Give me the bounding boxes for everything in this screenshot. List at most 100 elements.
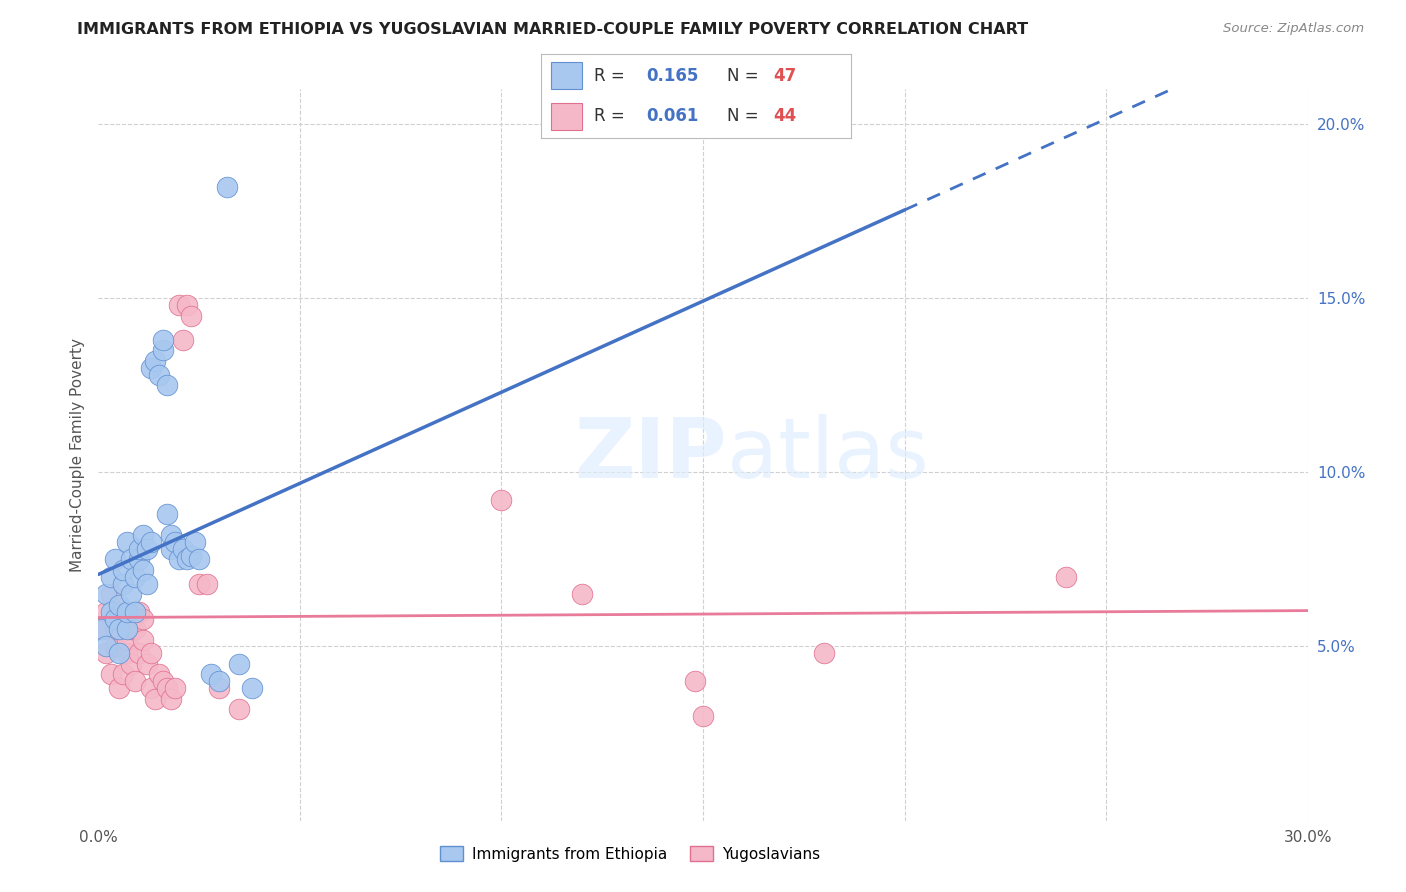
Point (172, 541, 194, 556)
Point (120, 657, 142, 671)
Point (167, 298, 190, 312)
Point (91, 622, 114, 636)
Point (195, 576, 218, 591)
Point (156, 378, 179, 392)
Point (111, 667, 134, 681)
Text: N =: N = (727, 107, 763, 125)
Legend: Immigrants from Ethiopia, Yugoslavians: Immigrants from Ethiopia, Yugoslavians (434, 839, 827, 868)
Point (115, 605, 138, 619)
Point (132, 612, 155, 626)
Point (107, 622, 129, 636)
Point (152, 343, 174, 358)
Point (128, 541, 150, 556)
Point (96, 587, 118, 601)
Point (107, 647, 129, 661)
Point (491, 493, 513, 508)
Point (208, 674, 231, 689)
Text: R =: R = (593, 67, 630, 85)
Point (111, 605, 134, 619)
Point (692, 709, 714, 723)
Text: 47: 47 (773, 67, 797, 85)
Point (143, 354, 166, 368)
Text: Source: ZipAtlas.com: Source: ZipAtlas.com (1223, 22, 1364, 36)
Point (156, 507, 179, 521)
Point (100, 667, 122, 681)
Point (124, 570, 146, 584)
Point (96, 647, 118, 661)
Point (135, 657, 157, 671)
Point (217, 179, 239, 194)
Point (163, 681, 186, 696)
Point (139, 681, 162, 696)
Text: ZIP: ZIP (575, 415, 727, 495)
Point (103, 640, 125, 654)
Point (100, 570, 122, 584)
Point (100, 587, 122, 601)
Text: 44: 44 (773, 107, 797, 125)
Point (96, 605, 118, 619)
Point (172, 333, 194, 347)
Point (208, 681, 231, 696)
Point (176, 552, 198, 566)
Point (167, 552, 190, 566)
Point (107, 681, 129, 696)
Point (132, 528, 155, 542)
Point (120, 587, 142, 601)
Point (240, 681, 263, 696)
Point (148, 368, 170, 382)
Point (128, 605, 150, 619)
Point (184, 535, 207, 549)
Point (107, 612, 129, 626)
Point (115, 647, 138, 661)
Point (103, 552, 125, 566)
Point (188, 576, 211, 591)
Point (128, 647, 150, 661)
Point (228, 702, 250, 716)
Point (120, 552, 142, 566)
Bar (551, 62, 582, 89)
Point (124, 674, 146, 689)
Point (124, 622, 146, 636)
Point (1054, 570, 1077, 584)
Point (813, 647, 835, 661)
Point (571, 587, 593, 601)
Point (135, 541, 157, 556)
Point (139, 360, 162, 375)
Point (115, 535, 138, 549)
Point (128, 552, 150, 566)
Point (107, 598, 129, 612)
Point (111, 563, 134, 577)
Y-axis label: Married-Couple Family Poverty: Married-Couple Family Poverty (69, 338, 84, 572)
Point (139, 535, 162, 549)
Point (188, 552, 211, 566)
Text: N =: N = (727, 67, 763, 85)
Point (160, 541, 183, 556)
Bar (551, 103, 582, 130)
Point (143, 691, 166, 706)
Text: 0.061: 0.061 (647, 107, 699, 125)
Point (100, 605, 122, 619)
Point (156, 681, 179, 696)
Point (132, 563, 155, 577)
Point (163, 535, 186, 549)
Point (96, 640, 118, 654)
Point (103, 612, 125, 626)
Point (180, 549, 202, 563)
Point (152, 333, 174, 347)
Point (160, 528, 183, 542)
Point (91, 622, 114, 636)
Point (115, 632, 138, 647)
Point (111, 576, 134, 591)
Text: R =: R = (593, 107, 630, 125)
Text: IMMIGRANTS FROM ETHIOPIA VS YUGOSLAVIAN MARRIED-COUPLE FAMILY POVERTY CORRELATIO: IMMIGRANTS FROM ETHIOPIA VS YUGOSLAVIAN … (77, 22, 1028, 37)
Point (683, 674, 706, 689)
Point (200, 667, 222, 681)
Point (148, 667, 170, 681)
Point (139, 647, 162, 661)
Point (135, 576, 157, 591)
Point (115, 622, 138, 636)
Text: 0.165: 0.165 (647, 67, 699, 85)
Point (120, 622, 142, 636)
Point (228, 657, 250, 671)
Point (176, 298, 198, 312)
